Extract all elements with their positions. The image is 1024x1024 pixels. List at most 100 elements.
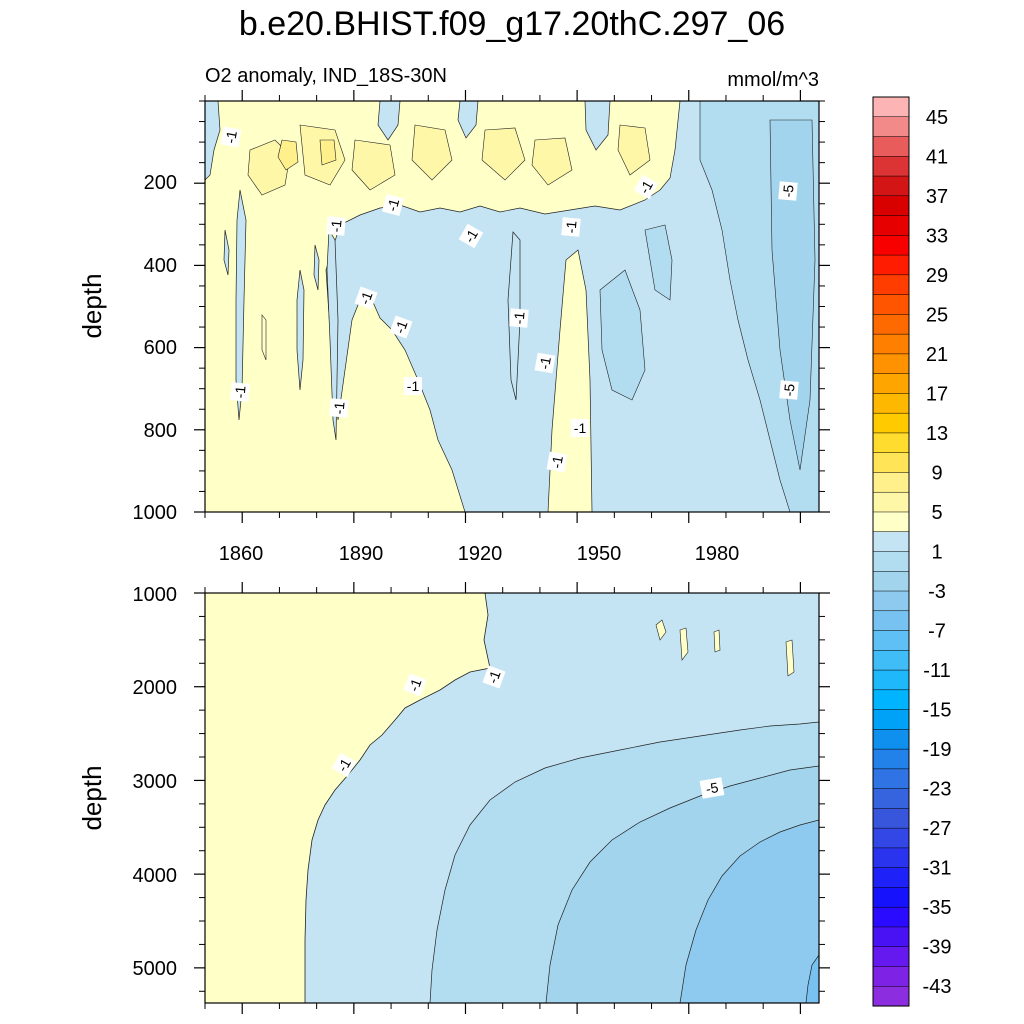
upper-contour-label-10: -1 — [509, 308, 529, 328]
colorbar-label-13: -7 — [928, 621, 946, 643]
upper-contour-label-9: -1 — [458, 223, 484, 249]
colorbar-label-6: 21 — [926, 344, 948, 366]
upper-contour-label-4: -1 — [329, 398, 349, 418]
upper-contour-label-text-16: -5 — [779, 184, 796, 198]
upper-region-neg-7 — [313, 244, 320, 291]
colorbar-label-0: 45 — [926, 107, 948, 129]
colorbar-swatch-28 — [872, 650, 910, 671]
upper-contour-label-12: -1 — [561, 217, 581, 237]
upper-axis-ticks — [194, 90, 830, 523]
colorbar-swatch-1 — [872, 116, 910, 138]
upper-contour-label-16: -5 — [778, 181, 798, 201]
colorbar-swatch-45 — [872, 985, 910, 1007]
upper-region-pos-4 — [411, 124, 453, 181]
upper-region-neg-1 — [325, 101, 819, 512]
upper-contour-label-text-8: -1 — [407, 378, 420, 394]
lower-contour-label-2: -1 — [403, 673, 427, 697]
upper-region-pos-7 — [617, 124, 651, 176]
upper-contour-label-7: -1 — [389, 315, 413, 339]
colorbar-label-21: -39 — [923, 937, 952, 959]
colorbar-label-22: -43 — [923, 976, 952, 998]
upper-contour-label-3: -1 — [326, 216, 346, 236]
colorbar-swatch-17 — [872, 432, 910, 454]
lower-contour-label-3: -1 — [482, 665, 506, 689]
colorbar-swatch-32 — [872, 729, 910, 750]
colorbar-swatch-35 — [872, 788, 910, 809]
lower-contour-label-4: -5 — [699, 777, 725, 799]
colorbar-swatch-4 — [872, 175, 910, 197]
x-tick-label-1980: 1980 — [695, 543, 740, 565]
upper-contour-label-text-5: -1 — [356, 289, 375, 306]
colorbar-swatch-13 — [872, 353, 910, 375]
upper-region-neg-11 — [584, 101, 611, 151]
colorbar-swatch-38 — [872, 847, 910, 869]
upper-contour-label-11: -1 — [534, 352, 556, 374]
colorbar-swatch-8 — [872, 254, 910, 276]
upper-contour-label-2: -1 — [230, 382, 250, 402]
colorbar-label-7: 17 — [926, 383, 948, 405]
colorbar-swatch-21 — [872, 511, 910, 533]
lower-y-axis-title: depth — [77, 765, 107, 830]
upper-contour-label-6: -1 — [381, 193, 405, 217]
colorbar-label-3: 33 — [926, 225, 948, 247]
colorbar-swatch-18 — [872, 452, 910, 474]
colorbar-swatch-44 — [872, 966, 910, 987]
upper-contour-label-text-3: -1 — [327, 219, 344, 233]
lower-panel: 1000 2000 3000 4000 5000 depth -1 -1 -1 … — [77, 582, 830, 1014]
colorbar-label-12: -3 — [928, 581, 946, 603]
colorbar-label-8: 13 — [926, 423, 948, 445]
upper-contour-field — [205, 101, 819, 512]
colorbar-swatch-19 — [872, 472, 910, 493]
upper-contour-label-13: -1 — [546, 451, 568, 473]
lower-y-tick-label-5000: 5000 — [133, 958, 178, 980]
colorbar-swatch-29 — [872, 669, 910, 691]
upper-contour-label-text-2: -1 — [231, 385, 248, 399]
colorbar-swatch-9 — [872, 274, 910, 296]
colorbar-swatch-11 — [872, 314, 910, 335]
upper-region-pos-6 — [531, 137, 573, 186]
colorbar-label-14: -11 — [923, 660, 950, 682]
colorbar-swatch-37 — [872, 827, 910, 849]
upper-region-neg-9 — [377, 101, 401, 141]
colorbar-label-10: 5 — [931, 502, 942, 524]
upper-contour-label-text-4: -1 — [330, 401, 347, 415]
lower-region-positive-patch-2 — [679, 627, 689, 661]
upper-region-neg-6 — [223, 229, 230, 276]
upper-region-neg-13 — [599, 269, 646, 401]
lower-contour-label-text-3: -1 — [484, 668, 503, 685]
x-tick-label-1920: 1920 — [458, 543, 503, 565]
colorbar-label-9: 9 — [931, 462, 942, 484]
upper-contour-label-17: -5 — [779, 380, 799, 400]
upper-region-neg-15 — [769, 119, 816, 471]
upper-contour-label-text-17: -5 — [780, 383, 797, 397]
colorbar-label-20: -35 — [923, 897, 952, 919]
colorbar-label-5: 25 — [926, 304, 948, 326]
colorbar-label-2: 37 — [926, 186, 948, 208]
colorbar-label-18: -27 — [923, 818, 952, 840]
colorbar-label-15: -15 — [923, 700, 952, 722]
upper-panel: 200 400 600 800 1000 1860 1890 1920 1950… — [77, 90, 830, 565]
colorbar-swatch-15 — [872, 393, 910, 414]
colorbar-swatch-3 — [872, 156, 910, 177]
colorbar-label-16: -19 — [923, 739, 952, 761]
upper-contour-label-text-14: -1 — [574, 420, 587, 436]
lower-axis-ticks — [194, 582, 830, 1014]
lower-y-tick-label-4000: 4000 — [133, 865, 178, 887]
colorbar-label-11: 1 — [931, 542, 942, 564]
chart-title: b.e20.BHIST.f09_g17.20thC.297_06 — [239, 5, 785, 43]
colorbar-swatch-27 — [872, 630, 910, 651]
upper-region-neg-3 — [326, 228, 339, 441]
lower-region-neg-9 — [805, 954, 819, 1003]
upper-region-neg-2 — [235, 189, 247, 421]
chart-subtitle-right: mmol/m^3 — [727, 69, 819, 91]
colorbar-swatch-33 — [872, 748, 910, 770]
colorbar: 45 41 37 33 29 25 21 17 13 9 5 1 -3 -7 -11 -15 -19 -23 -27… — [872, 96, 952, 1007]
colorbar-swatch-40 — [872, 887, 910, 908]
colorbar-swatch-10 — [872, 294, 910, 315]
upper-y-tick-label-800: 800 — [144, 420, 177, 442]
colorbar-swatch-36 — [872, 808, 910, 829]
upper-region-pos-10 — [261, 314, 267, 361]
lower-region-positive-patch-1 — [655, 619, 667, 641]
upper-region-pos-5 — [481, 127, 526, 181]
colorbar-swatch-30 — [872, 689, 910, 711]
